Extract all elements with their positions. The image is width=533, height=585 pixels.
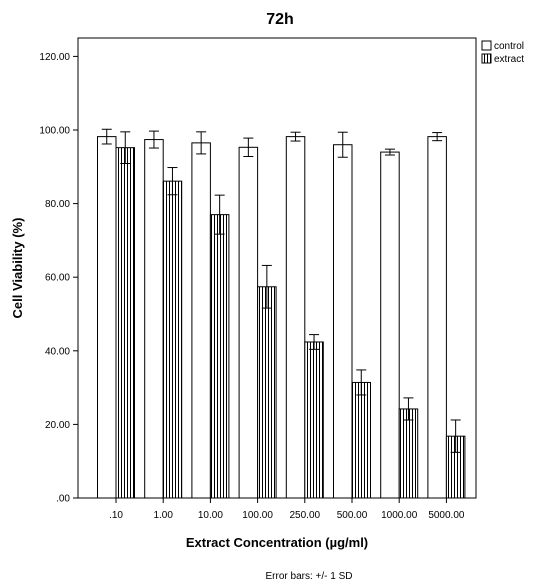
bar-control-3 bbox=[238, 146, 259, 499]
bar-extract-4 bbox=[304, 341, 324, 499]
bar-control-0 bbox=[97, 136, 117, 499]
x-tick-label: .10 bbox=[109, 510, 123, 521]
x-axis: .10 1.00 10.00 100.00 250.00 500.00 1000.00 500… bbox=[109, 498, 465, 521]
plot-frame bbox=[77, 37, 477, 499]
x-tick-label: 250.00 bbox=[290, 510, 321, 521]
legend-label-control: control bbox=[494, 41, 524, 52]
y-tick-label: 80.00 bbox=[45, 199, 70, 210]
legend-swatch-control bbox=[481, 40, 492, 51]
y-tick-label: 20.00 bbox=[45, 420, 70, 431]
y-tick-label: 60.00 bbox=[45, 273, 70, 284]
y-tick-label: .00 bbox=[56, 494, 70, 505]
bar-control-6 bbox=[380, 151, 400, 499]
bar-extract-6 bbox=[398, 408, 419, 499]
bar-extract-1 bbox=[162, 180, 183, 499]
bar-control-5 bbox=[333, 144, 353, 499]
legend-swatch-extract bbox=[481, 53, 492, 64]
error-bars-group bbox=[101, 128, 461, 453]
y-tick-label: 40.00 bbox=[45, 346, 70, 357]
bars-group bbox=[97, 136, 466, 499]
x-tick-label: 100.00 bbox=[242, 510, 273, 521]
y-tick-label: 120.00 bbox=[39, 52, 70, 63]
bar-control-2 bbox=[191, 142, 211, 499]
bar-control-4 bbox=[285, 136, 306, 499]
error-bars-footnote: Error bars: +/- 1 SD bbox=[266, 571, 353, 582]
bar-extract-3 bbox=[257, 286, 277, 499]
x-tick-label: 10.00 bbox=[198, 510, 223, 521]
bar-control-1 bbox=[144, 139, 164, 499]
y-axis: .00 20.00 40.00 60.00 80.00 100.00 120.00 bbox=[39, 52, 78, 505]
bar-extract-5 bbox=[351, 381, 371, 499]
bar-control-7 bbox=[427, 136, 447, 499]
bar-extract-0 bbox=[115, 147, 135, 499]
x-tick-label: 500.00 bbox=[337, 510, 368, 521]
bar-extract-2 bbox=[209, 214, 230, 499]
x-axis-label: Extract Concentration (µg/ml) bbox=[186, 535, 368, 550]
x-tick-label: 1.00 bbox=[153, 510, 173, 521]
x-tick-label: 1000.00 bbox=[381, 510, 418, 521]
y-axis-label: Cell Viability (%) bbox=[10, 218, 25, 319]
x-tick-label: 5000.00 bbox=[428, 510, 465, 521]
chart-title: 72h bbox=[266, 11, 294, 28]
legend-label-extract: extract bbox=[494, 54, 524, 65]
y-tick-label: 100.00 bbox=[39, 126, 70, 137]
legend: control extract bbox=[481, 40, 524, 65]
